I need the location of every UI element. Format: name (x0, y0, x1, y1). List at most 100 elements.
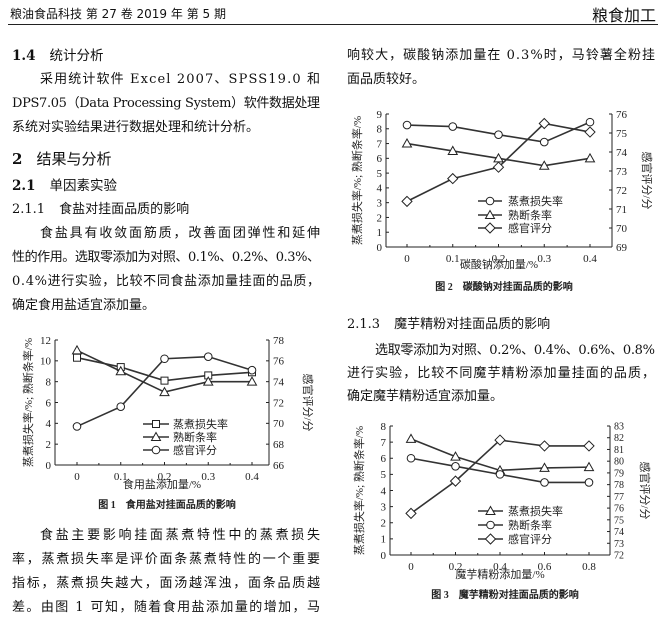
y-tick-label: 2 (381, 518, 387, 530)
text-line: 指标，蒸煮损失越大，面汤越浑浊，面条品质越 (12, 576, 322, 591)
y-tick-label: 5 (377, 168, 383, 180)
y2-tick-label: 78 (614, 480, 624, 491)
y2-tick-label: 77 (614, 492, 624, 503)
y-tick-label: 6 (377, 153, 383, 165)
y2-tick-label: 78 (273, 335, 285, 347)
y-tick-label: 6 (381, 453, 387, 465)
data-point-diamond (583, 440, 595, 452)
data-point-circle (485, 196, 495, 206)
data-point-diamond (484, 222, 496, 234)
text-line: 选取零添加为对照、0.2%、0.4%、0.6%、0.8% (375, 343, 655, 358)
text-line: 响较大，碳酸钠添加量在 0.3%时，马铃薯全粉挂 (347, 48, 657, 63)
y2-tick-label: 75 (614, 515, 624, 526)
x-tick-label: 0 (74, 471, 80, 483)
x-axis-label: 食用盐添加量/% (123, 477, 201, 491)
heading-number: 1.4 (12, 48, 36, 64)
y2-tick-label: 80 (614, 457, 624, 468)
header-rule (8, 24, 658, 25)
heading-number: 2.1.3 (347, 317, 381, 332)
y-tick-label: 6 (46, 397, 52, 409)
y2-tick-label: 83 (614, 422, 624, 433)
data-point-circle (540, 478, 549, 487)
data-point-diamond (538, 440, 551, 452)
data-point-square (152, 420, 160, 428)
y-tick-label: 4 (46, 418, 52, 430)
x-tick-label: 0.1 (114, 471, 128, 483)
y-tick-label: 7 (377, 138, 383, 150)
data-point-circle (494, 130, 503, 139)
figure-caption: 图 1 食用盐对挂面品质的影响 (98, 498, 236, 511)
data-point-circle (539, 137, 549, 147)
legend-label: 蒸煮损失率 (508, 504, 563, 518)
data-point-circle (247, 365, 257, 375)
y2-tick-label: 70 (616, 223, 628, 235)
y2-tick-label: 70 (273, 418, 285, 430)
x-tick-label: 0.3 (537, 253, 551, 265)
heading-number: 2.1.1 (12, 202, 46, 217)
x-tick-label: 0.3 (201, 471, 215, 483)
y2-tick-label: 76 (616, 109, 628, 121)
legend-label: 熟断条率 (508, 208, 552, 222)
x-tick-label: 0 (408, 561, 414, 573)
data-point-triangle (484, 209, 496, 219)
x-tick-label: 0.4 (245, 471, 259, 483)
legend-label: 感官评分 (508, 532, 552, 546)
x-tick-label: 0.6 (538, 561, 552, 573)
data-point-circle (448, 122, 458, 131)
y2-tick-label: 68 (273, 439, 285, 451)
x-axis-label: 碳酸钠添加量/% (460, 257, 538, 271)
data-point-triangle (584, 152, 596, 163)
data-point-triangle (115, 365, 127, 376)
heading-2-1-3: 2.1.3 魔芋精粉对挂面品质的影响 (347, 316, 550, 334)
data-point-circle (151, 445, 161, 455)
figure-caption: 图 2 碳酸钠对挂面品质的影响 (435, 280, 573, 293)
data-point-circle (451, 462, 460, 471)
data-point-triangle (447, 145, 459, 155)
data-point-triangle (202, 376, 214, 386)
x-tick-label: 0.4 (583, 253, 597, 265)
y2-tick-label: 69 (616, 242, 628, 254)
heading-number: 2.1 (12, 178, 36, 194)
data-point-triangle (583, 461, 595, 472)
y-axis-label: 蒸煮损失率/%; 熟断条率/% (352, 426, 366, 555)
data-point-diamond (401, 195, 413, 208)
y-tick-label: 9 (377, 109, 383, 121)
y2-axis-label: 感官评分/分 (301, 373, 315, 431)
x-tick-label: 0.1 (446, 253, 460, 265)
y-tick-label: 12 (40, 335, 51, 347)
text-line: 差。由图 1 可知，随着食用盐添加量的增加，马 (12, 600, 322, 615)
data-point-diamond (447, 172, 459, 185)
section-header: 粮食加工 (591, 6, 656, 25)
data-point-triangle (405, 433, 417, 443)
y-tick-label: 7 (381, 437, 387, 449)
y-axis-label: 蒸煮损失率/%; 熟断条率/% (21, 338, 35, 467)
y-tick-label: 2 (377, 212, 383, 224)
data-point-diamond (584, 126, 596, 138)
text-line: 采用统计软件 Excel 2007、SPSS19.0 和 (40, 72, 322, 87)
text-line: 确定食用盐适宜添加量。 (12, 298, 156, 313)
figure-2-chart: 0 1 2 3 4 5 6 7 8 9 69 70 71 72 73 74 75 76 0 0.1 0.2 0.3 0.4 碳… (350, 109, 654, 293)
y2-tick-label: 82 (614, 433, 624, 444)
heading-2-1: 2.1 单因素实验 (12, 177, 117, 195)
legend-label: 蒸煮损失率 (508, 194, 563, 208)
heading-title: 魔芋精粉对挂面品质的影响 (394, 317, 551, 332)
data-point-circle (160, 354, 169, 364)
text-line: 率，蒸煮损失率是评价面条蒸煮特性的一个重要 (12, 552, 322, 567)
y2-tick-label: 79 (614, 468, 624, 479)
data-point-diamond (538, 117, 550, 130)
data-point-triangle (150, 431, 162, 441)
data-point-circle (495, 470, 505, 479)
y-axis-label: 蒸煮损失率/%; 熟断条率/% (350, 116, 364, 245)
data-point-diamond (492, 161, 505, 173)
data-point-triangle (246, 376, 258, 386)
data-point-triangle (159, 386, 170, 397)
text-line: 食盐具有收敛面筋质，改善面团弹性和延伸 (40, 226, 322, 241)
data-point-triangle (538, 160, 550, 170)
text-line: 系统对实验结果进行数据处理和统计分析。 (12, 120, 260, 135)
data-point-diamond (449, 475, 462, 487)
data-point-diamond (494, 434, 506, 446)
legend-label: 熟断条率 (508, 518, 552, 532)
y-tick-label: 10 (40, 356, 52, 368)
legend-label: 感官评分 (508, 221, 552, 235)
text-line: 性的作用。选取零添加为对照、0.1%、0.2%、0.3%、 (12, 250, 320, 265)
